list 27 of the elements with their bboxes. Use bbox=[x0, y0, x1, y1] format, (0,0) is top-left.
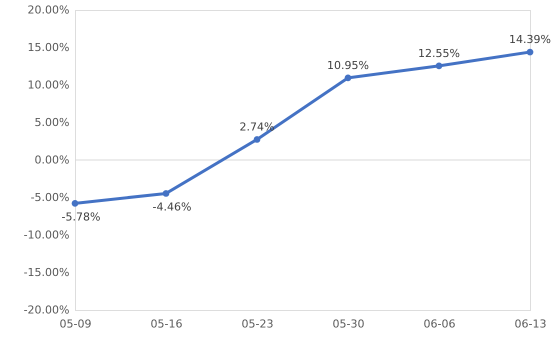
y-tick-label: -20.00% bbox=[24, 304, 70, 316]
x-tick-label: 06-13 bbox=[514, 318, 546, 330]
y-tick-label: 15.00% bbox=[28, 41, 70, 54]
point bbox=[526, 48, 534, 56]
x-tick-label: 05-16 bbox=[150, 318, 182, 330]
y-tick-label: 20.00% bbox=[28, 4, 70, 16]
y-tick-label: 5.00% bbox=[34, 116, 70, 129]
point bbox=[254, 136, 260, 143]
x-tick-label: 05-30 bbox=[332, 318, 364, 330]
point bbox=[72, 200, 78, 207]
data-label: 2.74% bbox=[240, 120, 274, 134]
data-label: 14.39% bbox=[509, 33, 551, 46]
point bbox=[344, 74, 352, 82]
data-label: -4.46% bbox=[152, 200, 192, 214]
data-label: -5.78% bbox=[62, 210, 100, 224]
y-tick-label: -10.00% bbox=[24, 228, 70, 242]
x-tick-label: 06-06 bbox=[424, 318, 456, 330]
x-tick-label: 05-09 bbox=[60, 318, 92, 330]
data-label: 12.55% bbox=[418, 46, 460, 60]
data-label: 10.95% bbox=[327, 58, 369, 72]
y-tick-label: 0.00% bbox=[34, 154, 70, 166]
y-tick-label: -5.00% bbox=[30, 191, 70, 204]
y-tick-label: 10.00% bbox=[28, 78, 70, 92]
point bbox=[162, 190, 170, 197]
point bbox=[436, 62, 442, 70]
y-tick-label: -15.00% bbox=[24, 266, 70, 279]
x-tick-label: 05-23 bbox=[242, 318, 274, 330]
